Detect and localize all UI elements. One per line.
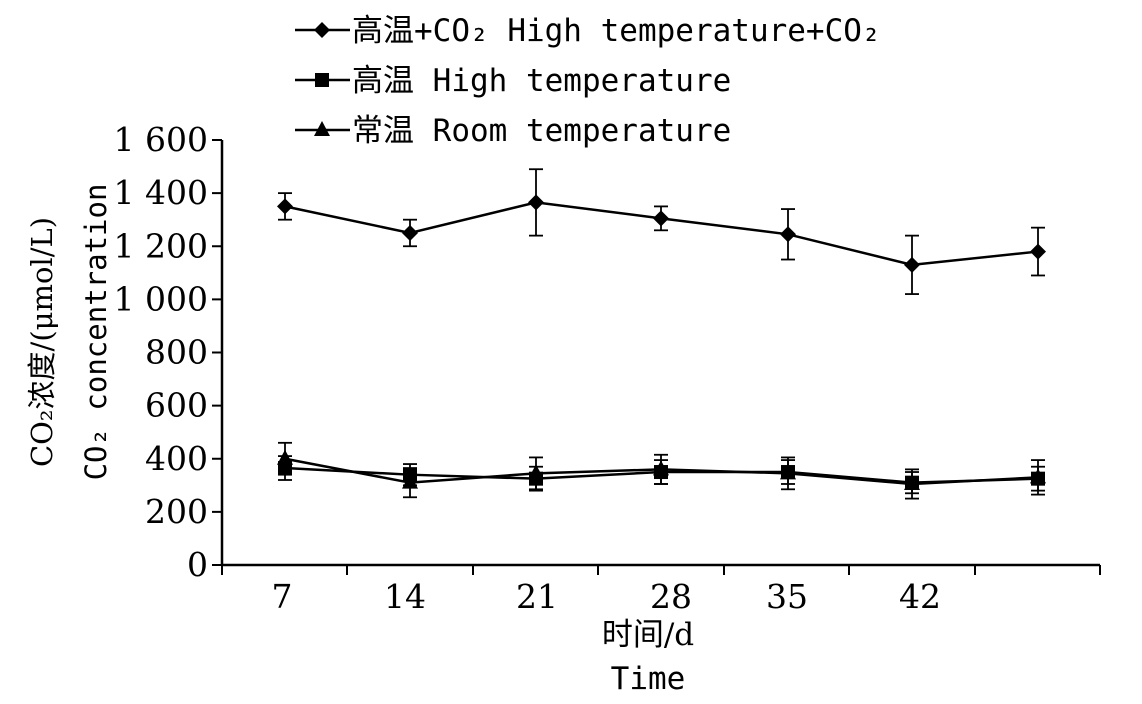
data-point	[277, 198, 293, 215]
data-point	[1031, 471, 1045, 486]
legend: 高温+CO₂ High temperature+CO₂ 高温 High tempe…	[295, 13, 881, 149]
y-tick-label: 400	[145, 439, 208, 478]
legend-item: 高温 High temperature	[295, 63, 731, 99]
y-tick-label: 1 600	[114, 120, 208, 159]
axes: 0 200 400 600 800 1 000 1 200 1 400 1 600 7 14 21 28…	[25, 120, 1101, 697]
x-tick-label: 28	[650, 577, 692, 616]
legend-label: 高温+CO₂ High temperature+CO₂	[352, 13, 881, 49]
x-tick-label: 7	[272, 577, 293, 616]
y-tick-label: 0	[187, 545, 208, 584]
legend-label: 常温 Room temperature	[352, 113, 731, 149]
x-axis-title-en: Time	[611, 661, 686, 697]
data-point	[278, 461, 292, 476]
y-tick-label: 1 200	[114, 226, 208, 265]
legend-label: 高温 High temperature	[352, 63, 731, 99]
y-axis-title-en: CO₂ concentration	[79, 184, 113, 481]
data-point	[904, 256, 920, 273]
data-point	[528, 194, 544, 211]
data-point	[653, 210, 669, 227]
data-point	[1030, 243, 1046, 260]
data-point	[780, 226, 796, 243]
y-tick-label: 200	[145, 492, 208, 531]
legend-item: 高温+CO₂ High temperature+CO₂	[295, 13, 881, 49]
series-1	[277, 168, 1046, 295]
legend-item: 常温 Room temperature	[295, 113, 731, 149]
data-point	[529, 471, 543, 486]
y-tick-label: 600	[145, 386, 208, 425]
data-point	[654, 465, 668, 480]
y-axis-title-cn: CO₂浓度/(μmol/L)	[25, 217, 59, 467]
x-tick-label: 14	[384, 577, 426, 616]
y-tick-label: 1 400	[114, 173, 208, 212]
y-tick-label: 1 000	[114, 279, 208, 318]
series-layer	[277, 168, 1046, 500]
x-tick-label: 42	[899, 577, 941, 616]
x-tick-label: 35	[766, 577, 808, 616]
x-axis-title-cn: 时间/d	[602, 617, 694, 653]
legend-marker	[315, 73, 329, 87]
x-tick-label: 21	[516, 577, 558, 616]
series-2	[278, 455, 1045, 495]
data-point	[905, 475, 919, 490]
data-point	[403, 467, 417, 482]
data-point	[781, 465, 795, 480]
legend-marker	[314, 22, 330, 38]
y-tick-label: 800	[145, 333, 208, 372]
data-point	[402, 224, 418, 241]
legend-marker	[314, 121, 330, 136]
